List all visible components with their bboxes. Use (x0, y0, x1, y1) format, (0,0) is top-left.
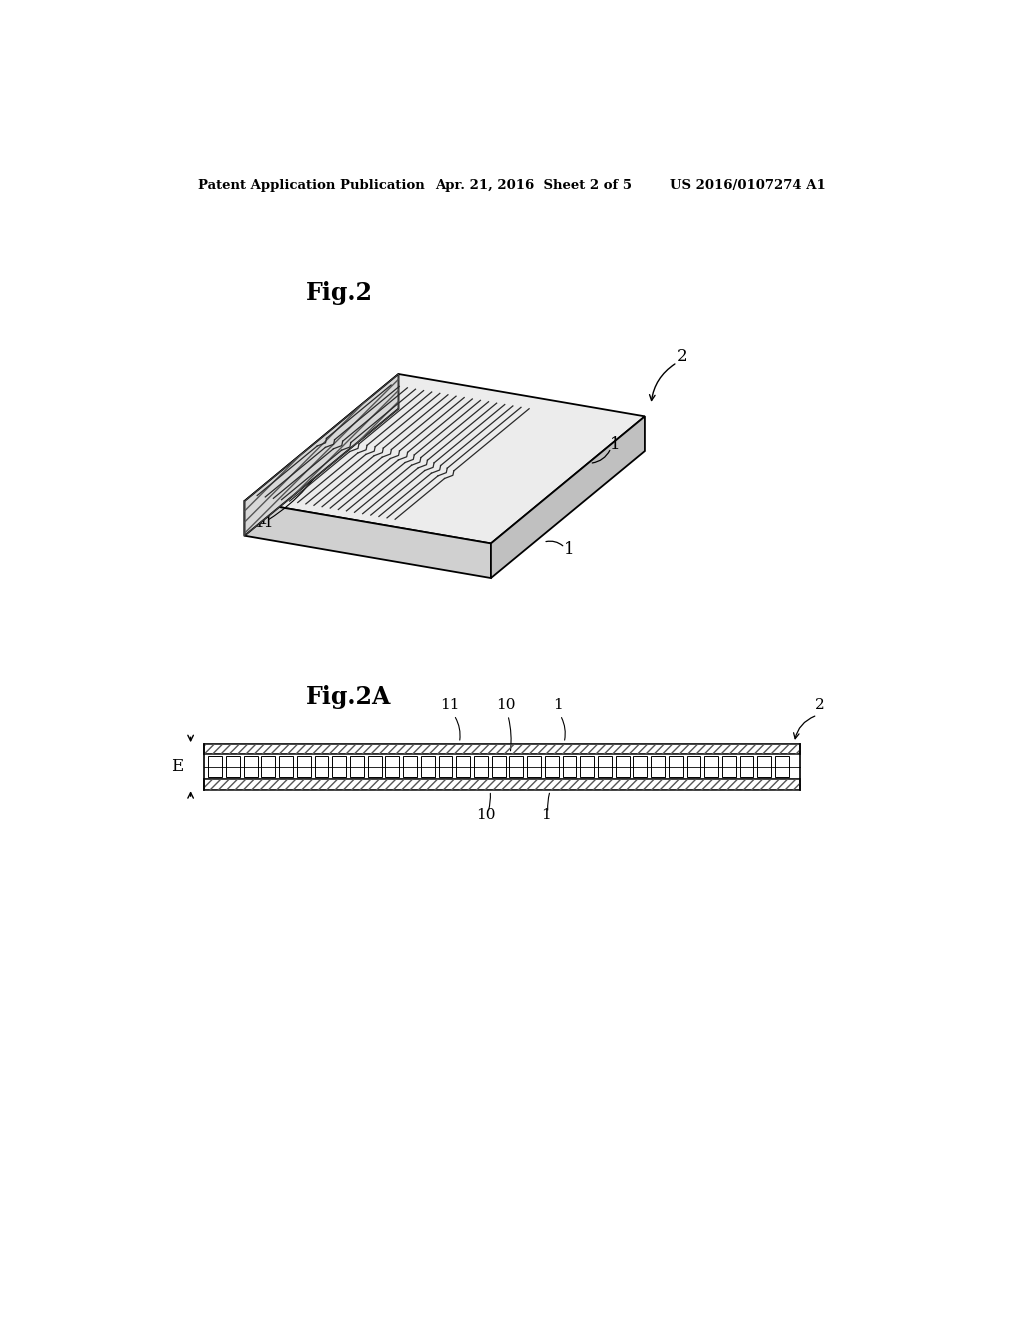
Bar (204, 743, 801, 755)
Bar (634, 756, 647, 777)
Bar (204, 743, 801, 755)
Bar (615, 756, 630, 777)
Bar (509, 756, 523, 777)
Bar (686, 756, 700, 777)
Text: Patent Application Publication: Patent Application Publication (199, 178, 425, 191)
Bar (385, 756, 399, 777)
Text: 1: 1 (564, 541, 574, 557)
Text: Fig.2A: Fig.2A (306, 685, 391, 709)
Bar (280, 756, 293, 777)
Bar (421, 756, 435, 777)
Text: Apr. 21, 2016  Sheet 2 of 5: Apr. 21, 2016 Sheet 2 of 5 (435, 178, 632, 191)
Text: 1: 1 (553, 698, 563, 711)
Bar (722, 756, 736, 777)
Bar (474, 756, 487, 777)
Text: 11: 11 (245, 512, 264, 525)
Bar (457, 756, 470, 777)
Bar (350, 756, 364, 777)
Text: Fig.2: Fig.2 (306, 281, 373, 305)
Text: US 2016/0107274 A1: US 2016/0107274 A1 (670, 178, 825, 191)
Bar (598, 756, 611, 777)
Bar (527, 756, 541, 777)
Text: 2: 2 (815, 698, 824, 711)
Bar (403, 756, 417, 777)
Polygon shape (245, 374, 398, 536)
Text: 10: 10 (476, 808, 496, 822)
Bar (739, 756, 754, 777)
Text: 11: 11 (440, 698, 460, 711)
Bar (669, 756, 683, 777)
Text: 2: 2 (677, 347, 687, 364)
Bar (651, 756, 665, 777)
Bar (775, 756, 788, 777)
Bar (244, 756, 258, 777)
Polygon shape (490, 416, 645, 578)
Text: 11: 11 (255, 516, 274, 529)
Bar (368, 756, 382, 777)
Bar (705, 756, 718, 777)
Text: 1: 1 (610, 436, 621, 453)
Bar (297, 756, 310, 777)
Polygon shape (245, 374, 645, 544)
Bar (204, 779, 801, 789)
Text: 10: 10 (497, 698, 516, 711)
Bar (208, 756, 222, 777)
Bar (261, 756, 275, 777)
Bar (438, 756, 453, 777)
Bar (314, 756, 329, 777)
Bar (226, 756, 240, 777)
Bar (204, 779, 801, 789)
Bar (545, 756, 559, 777)
Text: 1: 1 (542, 808, 551, 822)
Bar (581, 756, 594, 777)
Text: 11: 11 (249, 513, 268, 528)
Bar (562, 756, 577, 777)
Bar (758, 756, 771, 777)
Bar (333, 756, 346, 777)
Text: E: E (171, 758, 183, 775)
Polygon shape (245, 502, 490, 578)
Bar (492, 756, 506, 777)
